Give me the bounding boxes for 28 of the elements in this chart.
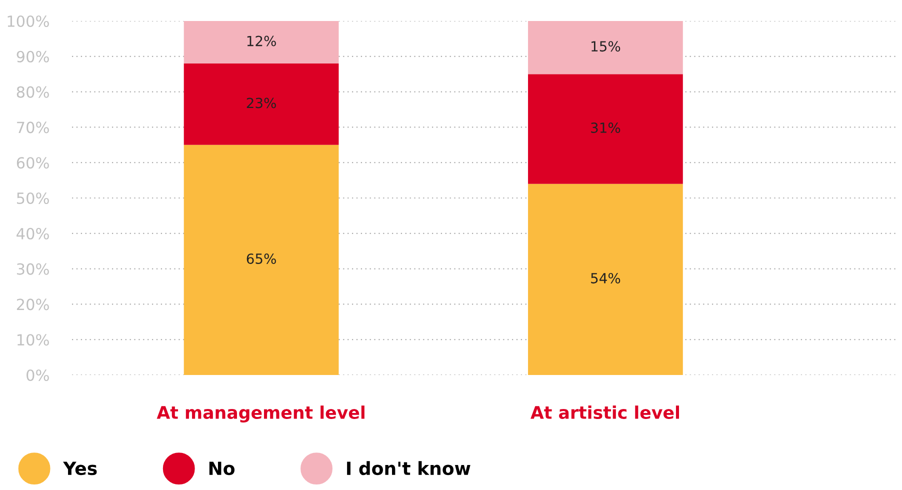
bar (528, 21, 683, 74)
bar (528, 184, 683, 375)
data-label: 15% (592, 41, 620, 52)
y-tick-label: 50% (17, 192, 49, 204)
legend-label: Yes (63, 462, 97, 476)
data-label: 12% (247, 36, 276, 46)
legend-label: No (209, 462, 234, 476)
y-tick-label: 0% (26, 369, 49, 382)
bar (528, 74, 683, 184)
data-label: 31% (591, 122, 620, 133)
y-tick-label: 20% (16, 298, 49, 310)
bar (184, 144, 339, 375)
data-label: 23% (246, 98, 276, 108)
data-label: 54% (591, 272, 620, 284)
y-tick-label: 100% (8, 15, 49, 28)
x-tick-label: At management level (156, 406, 364, 422)
bar (184, 63, 339, 145)
bar (184, 21, 339, 64)
y-tick-label: 80% (16, 86, 49, 98)
y-tick-label: 30% (16, 263, 49, 275)
legend-label: I don't know (347, 461, 470, 476)
x-tick-label: At artistic level (530, 406, 679, 419)
y-tick-label: 70% (17, 122, 49, 134)
y-tick-label: 60% (16, 157, 49, 169)
y-tick-label: 40% (16, 228, 49, 240)
y-tick-label: 10% (18, 334, 49, 346)
y-tick-label: 90% (16, 50, 49, 62)
data-label: 65% (246, 253, 276, 264)
